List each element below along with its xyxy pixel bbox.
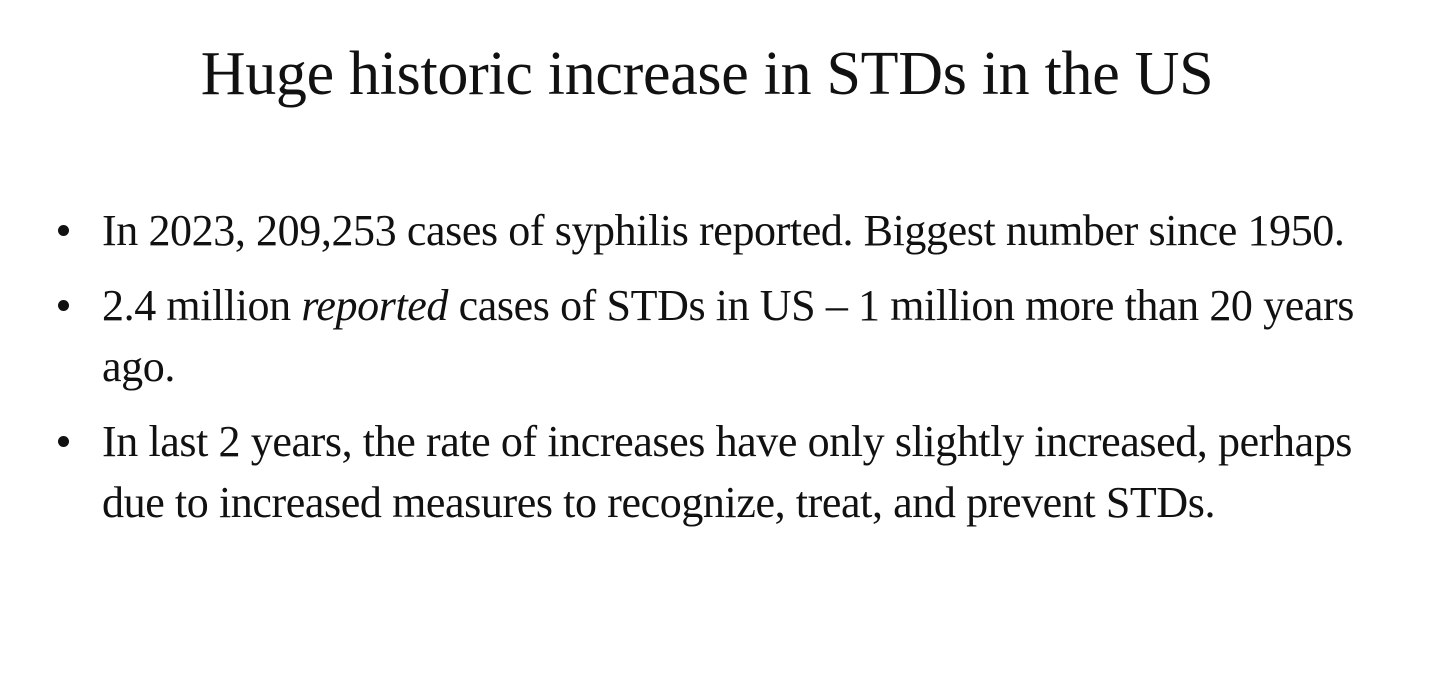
bullet-text-emphasis: reported (301, 281, 449, 330)
bullet-dot-icon (58, 225, 69, 236)
bullet-item-reported-cases: 2.4 million reported cases of STDs in US… (56, 275, 1386, 397)
bullet-text-after: cases of STDs in US – 1 million more tha… (102, 281, 1354, 391)
bullet-dot-icon (58, 436, 69, 447)
bullet-item-syphilis: In 2023, 209,253 cases of syphilis repor… (56, 200, 1386, 261)
bullet-text: In last 2 years, the rate of increases h… (102, 417, 1353, 527)
slide-title: Huge historic increase in STDs in the US (200, 40, 1214, 108)
bullet-list: In 2023, 209,253 cases of syphilis repor… (56, 200, 1386, 547)
bullet-item-rate-of-increase: In last 2 years, the rate of increases h… (56, 411, 1386, 533)
bullet-text: In 2023, 209,253 cases of syphilis repor… (102, 206, 1345, 255)
bullet-text-before: 2.4 million (102, 281, 302, 330)
bullet-dot-icon (58, 300, 69, 311)
